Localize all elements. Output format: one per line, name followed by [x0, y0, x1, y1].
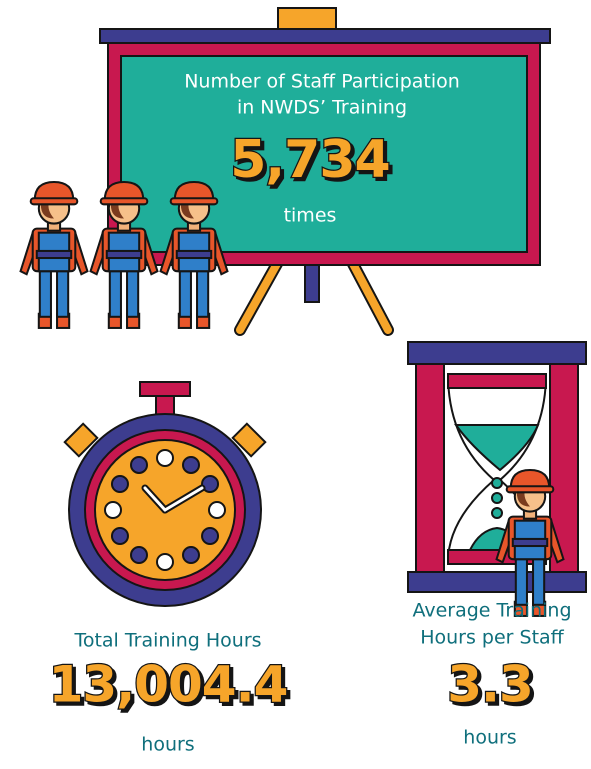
total-hours-label: Total Training Hours	[73, 630, 261, 652]
total-hours-value: 13,004.4	[49, 656, 288, 714]
clock-dot	[131, 457, 147, 473]
clock-dot	[183, 547, 199, 563]
hourglass	[408, 342, 586, 616]
clock-dot	[112, 476, 128, 492]
clock-dot	[112, 528, 128, 544]
worker	[21, 182, 88, 328]
stopwatch	[65, 382, 266, 606]
infographic: Number of Staff Participation in NWDS’ T…	[0, 0, 591, 769]
participation-unit: times	[284, 205, 337, 227]
clock-dot	[202, 528, 218, 544]
clock-dot	[105, 502, 121, 518]
participation-value: 5,734	[230, 130, 389, 190]
average-hours-label-line: Hours per Staff	[420, 627, 564, 649]
clock-dot	[131, 547, 147, 563]
average-hours-unit: hours	[463, 727, 516, 749]
worker	[161, 182, 228, 328]
average-hours-value: 3.3	[447, 656, 533, 714]
board-title-line: in NWDS’ Training	[237, 97, 407, 119]
clock-dot	[209, 502, 225, 518]
clock-dot	[157, 554, 173, 570]
clock-dot	[183, 457, 199, 473]
average-hours-label-line: Average Training	[412, 600, 571, 622]
worker	[91, 182, 158, 328]
total-hours-unit: hours	[141, 734, 194, 756]
board-title-line: Number of Staff Participation	[184, 71, 460, 93]
workers	[21, 182, 228, 328]
sitting-worker	[497, 470, 564, 616]
clock-dot	[157, 450, 173, 466]
